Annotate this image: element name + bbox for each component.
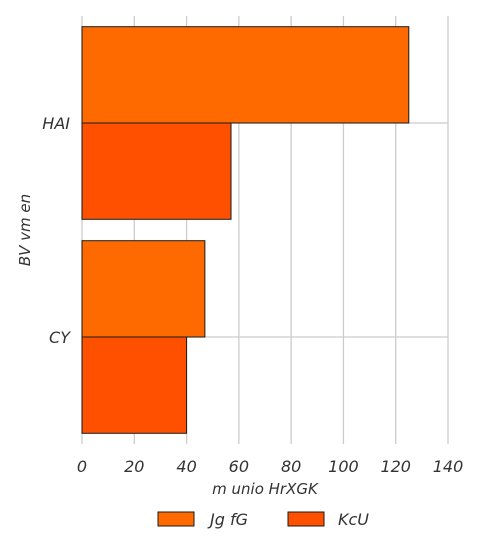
x-tick-label: 140 — [433, 457, 464, 476]
x-tick-label: 40 — [176, 457, 196, 476]
x-tick-label: 100 — [328, 457, 359, 476]
legend: Jg fG KcU — [157, 510, 369, 529]
x-tick-label: 60 — [229, 457, 249, 476]
bar — [81, 240, 206, 338]
x-tick-label: 80 — [281, 457, 301, 476]
y-tick-label: HAI — [42, 114, 70, 133]
x-tick-label: 0 — [77, 457, 87, 476]
bar — [81, 336, 188, 434]
legend-swatch — [157, 511, 195, 527]
axes-layer: 0 20 40 60 80 100 120 140 HAI CY — [42, 114, 463, 476]
bar — [81, 26, 410, 124]
y-tick-label: CY — [49, 328, 71, 347]
legend-label: Jg fG — [207, 510, 248, 529]
y-axis-label: BV vm en — [16, 194, 34, 266]
x-axis-label: m unio HrXGK — [212, 480, 319, 498]
legend-swatch — [287, 511, 325, 527]
bar — [81, 122, 232, 220]
bars-layer — [81, 26, 410, 434]
x-tick-label: 20 — [124, 457, 144, 476]
legend-label: KcU — [338, 510, 369, 529]
x-tick-label: 120 — [380, 457, 411, 476]
